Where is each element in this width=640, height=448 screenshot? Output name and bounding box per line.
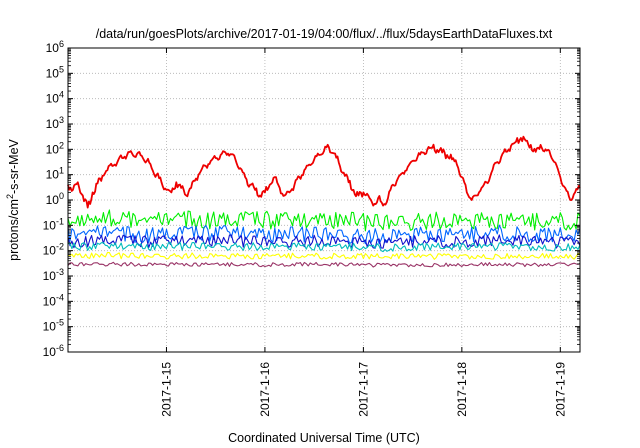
y-tick-label: 10-2 [43,242,64,258]
y-axis-label-sup: 2 [5,194,15,199]
x-tick-label: 2017-1-18 [455,362,469,417]
chart-title: /data/run/goesPlots/archive/2017-01-19/0… [96,27,553,41]
y-tick-label-base: 10 [46,168,60,182]
y-tick-label: 100 [46,191,64,207]
y-tick-label: 101 [46,166,64,182]
y-tick-label-exp: 5 [59,64,64,74]
x-tick-label: 2017-1-16 [258,362,272,417]
y-tick-label-base: 10 [43,320,57,334]
series-line [67,135,581,209]
y-tick-label-exp: -4 [56,292,64,302]
x-axis: 2017-1-15 2017-1-16 2017-1-17 2017-1-18 2017… [159,48,567,417]
y-tick-label-base: 10 [43,294,57,308]
y-tick-label-exp: -3 [56,267,64,277]
x-tick-label: 2017-1-17 [356,362,370,417]
y-tick-label-exp: 6 [59,39,64,49]
y-tick-label-base: 10 [46,193,60,207]
series-line [67,241,581,253]
y-tick-label-base: 10 [43,345,57,359]
y-tick-label-exp: -5 [56,318,64,328]
y-tick-label-base: 10 [46,66,60,80]
series-line [67,252,581,260]
y-tick-label-base: 10 [46,142,60,156]
x-tick-label: 2017-1-19 [553,362,567,417]
y-tick-label-exp: 1 [59,166,64,176]
y-tick-label: 10-5 [43,318,64,334]
y-axis-label-base: protons/cm [7,199,21,261]
x-axis-label: Coordinated Universal Time (UTC) [228,431,420,445]
series-layer [67,135,581,268]
y-tick-label-base: 10 [43,244,57,258]
y-tick-label: 103 [46,115,64,131]
y-tick-label: 105 [46,64,64,80]
grid-lines [68,48,580,352]
y-tick-label-exp: 4 [59,90,64,100]
y-tick-label-exp: -6 [56,343,64,353]
y-axis: 10-610-510-410-310-210-11001011021031041… [43,39,580,359]
x-tick-label: 2017-1-15 [159,362,173,417]
y-axis-label: protons/cm2-s-sr-MeV [5,138,21,260]
series-line [67,224,581,245]
y-tick-label-base: 10 [46,117,60,131]
y-tick-label-exp: -1 [56,216,64,226]
y-tick-label-base: 10 [43,218,57,232]
series-line [67,209,581,232]
y-tick-label: 10-6 [43,343,64,359]
series-line [67,261,581,268]
y-tick-label-base: 10 [46,92,60,106]
y-tick-label: 102 [46,140,64,156]
y-tick-label: 106 [46,39,64,55]
y-tick-label: 10-1 [43,216,64,232]
y-tick-label-exp: 2 [59,140,64,150]
y-tick-label: 104 [46,90,64,106]
y-tick-label-exp: 0 [59,191,64,201]
y-tick-label: 10-4 [43,292,64,308]
y-tick-label-exp: 3 [59,115,64,125]
y-axis-label-rest: -s-sr-MeV [7,138,21,194]
y-tick-label: 10-3 [43,267,64,283]
y-tick-label-exp: -2 [56,242,64,252]
y-tick-label-base: 10 [43,269,57,283]
y-tick-label-base: 10 [46,41,60,55]
